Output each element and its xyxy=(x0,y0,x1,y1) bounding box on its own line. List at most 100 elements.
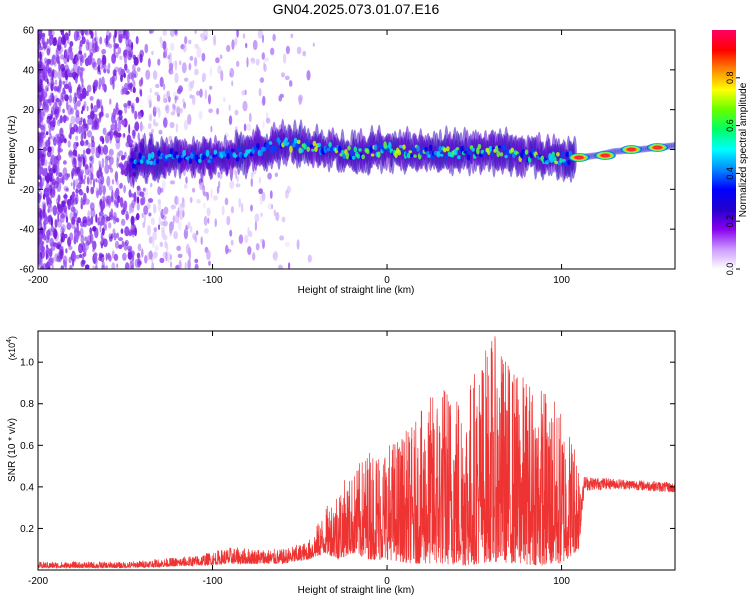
spectrogram-noise-cell xyxy=(166,242,169,252)
spectrogram-noise-cell xyxy=(91,154,95,165)
spectrogram-core-cell xyxy=(289,145,293,153)
spectrogram-core-cell xyxy=(490,151,494,157)
spectrogram-noise-cell xyxy=(80,30,85,36)
spectrogram-core-cell xyxy=(496,150,501,158)
spectrogram-noise-cell xyxy=(130,193,135,198)
spectrogram-core-cell xyxy=(172,153,177,159)
spectrogram-noise-cell xyxy=(281,72,285,78)
spectrogram-noise-cell xyxy=(73,168,79,177)
spectrogram-core-cell xyxy=(388,141,392,150)
spectrogram-noise-cell xyxy=(95,213,98,223)
spectrogram-noise-cell xyxy=(127,51,133,61)
spectrogram-noise-cell xyxy=(264,57,269,62)
spectrogram-core-cell xyxy=(312,140,317,147)
spectrogram-noise-cell xyxy=(170,204,176,210)
spectrogram-noise-cell xyxy=(82,156,86,167)
spectrogram-noise-cell xyxy=(113,211,117,221)
spectrogram-noise-cell xyxy=(132,79,136,89)
spectrogram-noise-cell xyxy=(118,244,123,249)
spectrogram-noise-cell xyxy=(163,206,169,215)
spectrogram-noise-cell xyxy=(62,259,66,266)
spectrogram-noise-cell xyxy=(220,70,224,82)
spectrogram-noise-cell xyxy=(208,94,211,105)
spectrogram-noise-cell xyxy=(150,182,153,188)
snr-y-tick-label: 1.0 xyxy=(20,358,34,369)
spectrogram-noise-cell xyxy=(208,108,213,114)
spectrogram-noise-cell xyxy=(52,205,58,216)
spectrogram-noise-cell xyxy=(47,146,52,153)
spectrogram-noise-cell xyxy=(98,252,103,258)
spectrogram-core-cell xyxy=(465,146,469,152)
spectrogram-noise-cell xyxy=(189,197,193,203)
spectrogram-noise-cell xyxy=(114,119,118,131)
spectrogram-noise-cell xyxy=(134,121,140,132)
spectrogram-noise-cell xyxy=(76,232,79,243)
spectrogram-noise-cell xyxy=(81,253,85,261)
spectrogram-core-cell xyxy=(460,145,464,153)
spectrogram-noise-cell xyxy=(42,41,48,49)
spectrogram-noise-cell xyxy=(89,156,93,161)
spectrogram-core-cell xyxy=(337,145,342,152)
spectrogram-noise-cell xyxy=(284,75,290,81)
spectrogram-noise-cell xyxy=(61,174,65,185)
spectrogram-noise-cell xyxy=(230,239,234,246)
spectrogram-noise-cell xyxy=(114,240,120,249)
spectrogram-core-cell xyxy=(256,143,260,150)
spectrogram-noise-cell xyxy=(151,50,154,56)
spectrogram-noise-cell xyxy=(72,258,75,267)
spectrogram-core-cell xyxy=(476,147,480,155)
spectrogram-noise-cell xyxy=(60,234,64,243)
spectrogram-noise-cell xyxy=(133,71,138,79)
spectrogram-noise-cell xyxy=(159,36,163,44)
spectrogram-noise-cell xyxy=(70,127,75,135)
spectrogram-noise-cell xyxy=(136,196,140,204)
spectrogram-noise-cell xyxy=(162,52,166,59)
spectrogram-core-cell xyxy=(237,147,241,152)
spectrogram-noise-cell xyxy=(108,185,113,191)
spectrogram-core-cell xyxy=(209,155,213,160)
spectrogram-noise-cell xyxy=(100,204,104,213)
snr-y-exponent-power: 4 xyxy=(6,339,13,343)
spectrogram-noise-cell xyxy=(125,141,131,148)
spectrogram-noise-cell xyxy=(79,156,83,163)
spectrogram-noise-cell xyxy=(169,121,175,129)
spectrogram-noise-cell xyxy=(40,265,45,269)
spectrogram-noise-cell xyxy=(43,141,48,148)
spectrogram-noise-cell xyxy=(169,225,173,234)
spectrogram-noise-cell xyxy=(192,187,196,193)
spectrogram-noise-cell xyxy=(136,213,140,221)
spectrogram-noise-cell xyxy=(118,67,123,76)
spectrogram-noise-cell xyxy=(214,218,217,228)
spectrogram-noise-cell xyxy=(53,136,57,146)
spectrogram-core-cell xyxy=(314,146,318,153)
spectrogram-core-cell xyxy=(397,149,402,156)
spectrogram-noise-cell xyxy=(116,132,122,138)
spectrogram-noise-cell xyxy=(147,57,151,68)
spectrogram-noise-cell xyxy=(142,125,145,130)
spectrogram-noise-cell xyxy=(91,119,95,130)
spectrogram-noise-cell xyxy=(236,30,239,38)
spectrogram-noise-cell xyxy=(82,149,86,156)
snr-x-ticks: -200 -100 0 100 xyxy=(28,331,570,587)
spectrogram-noise-cell xyxy=(54,110,60,119)
spectrogram-core-cell xyxy=(399,144,403,149)
spectrogram-noise-cell xyxy=(76,31,80,38)
spectrogram-noise-cell xyxy=(196,90,200,96)
spectrogram-noise-cell xyxy=(188,80,193,92)
spectrogram-noise-cell xyxy=(216,107,220,115)
spectrogram-core-cell xyxy=(370,153,375,157)
spectrogram-noise-cell xyxy=(244,234,249,244)
spectrogram-core-cell xyxy=(174,151,178,155)
spectrogram-noise-cell xyxy=(116,263,119,269)
spectrogram-noise-cell xyxy=(215,57,220,64)
spectrogram-noise-cell xyxy=(73,212,78,219)
spectrogram-noise-cell xyxy=(123,49,129,54)
spectrogram-noise-cell xyxy=(79,56,83,67)
spectrogram-noise-cell xyxy=(42,234,47,241)
spectrogram-noise-cell xyxy=(288,262,291,269)
spectrogram-noise-cell xyxy=(86,105,89,112)
spectrogram-noise-cell xyxy=(267,172,272,180)
spectrogram-noise-cell xyxy=(144,254,148,264)
spectrogram-noise-cell xyxy=(163,220,168,227)
snr-y-label: SNR (10 * v/v) xyxy=(7,418,18,482)
